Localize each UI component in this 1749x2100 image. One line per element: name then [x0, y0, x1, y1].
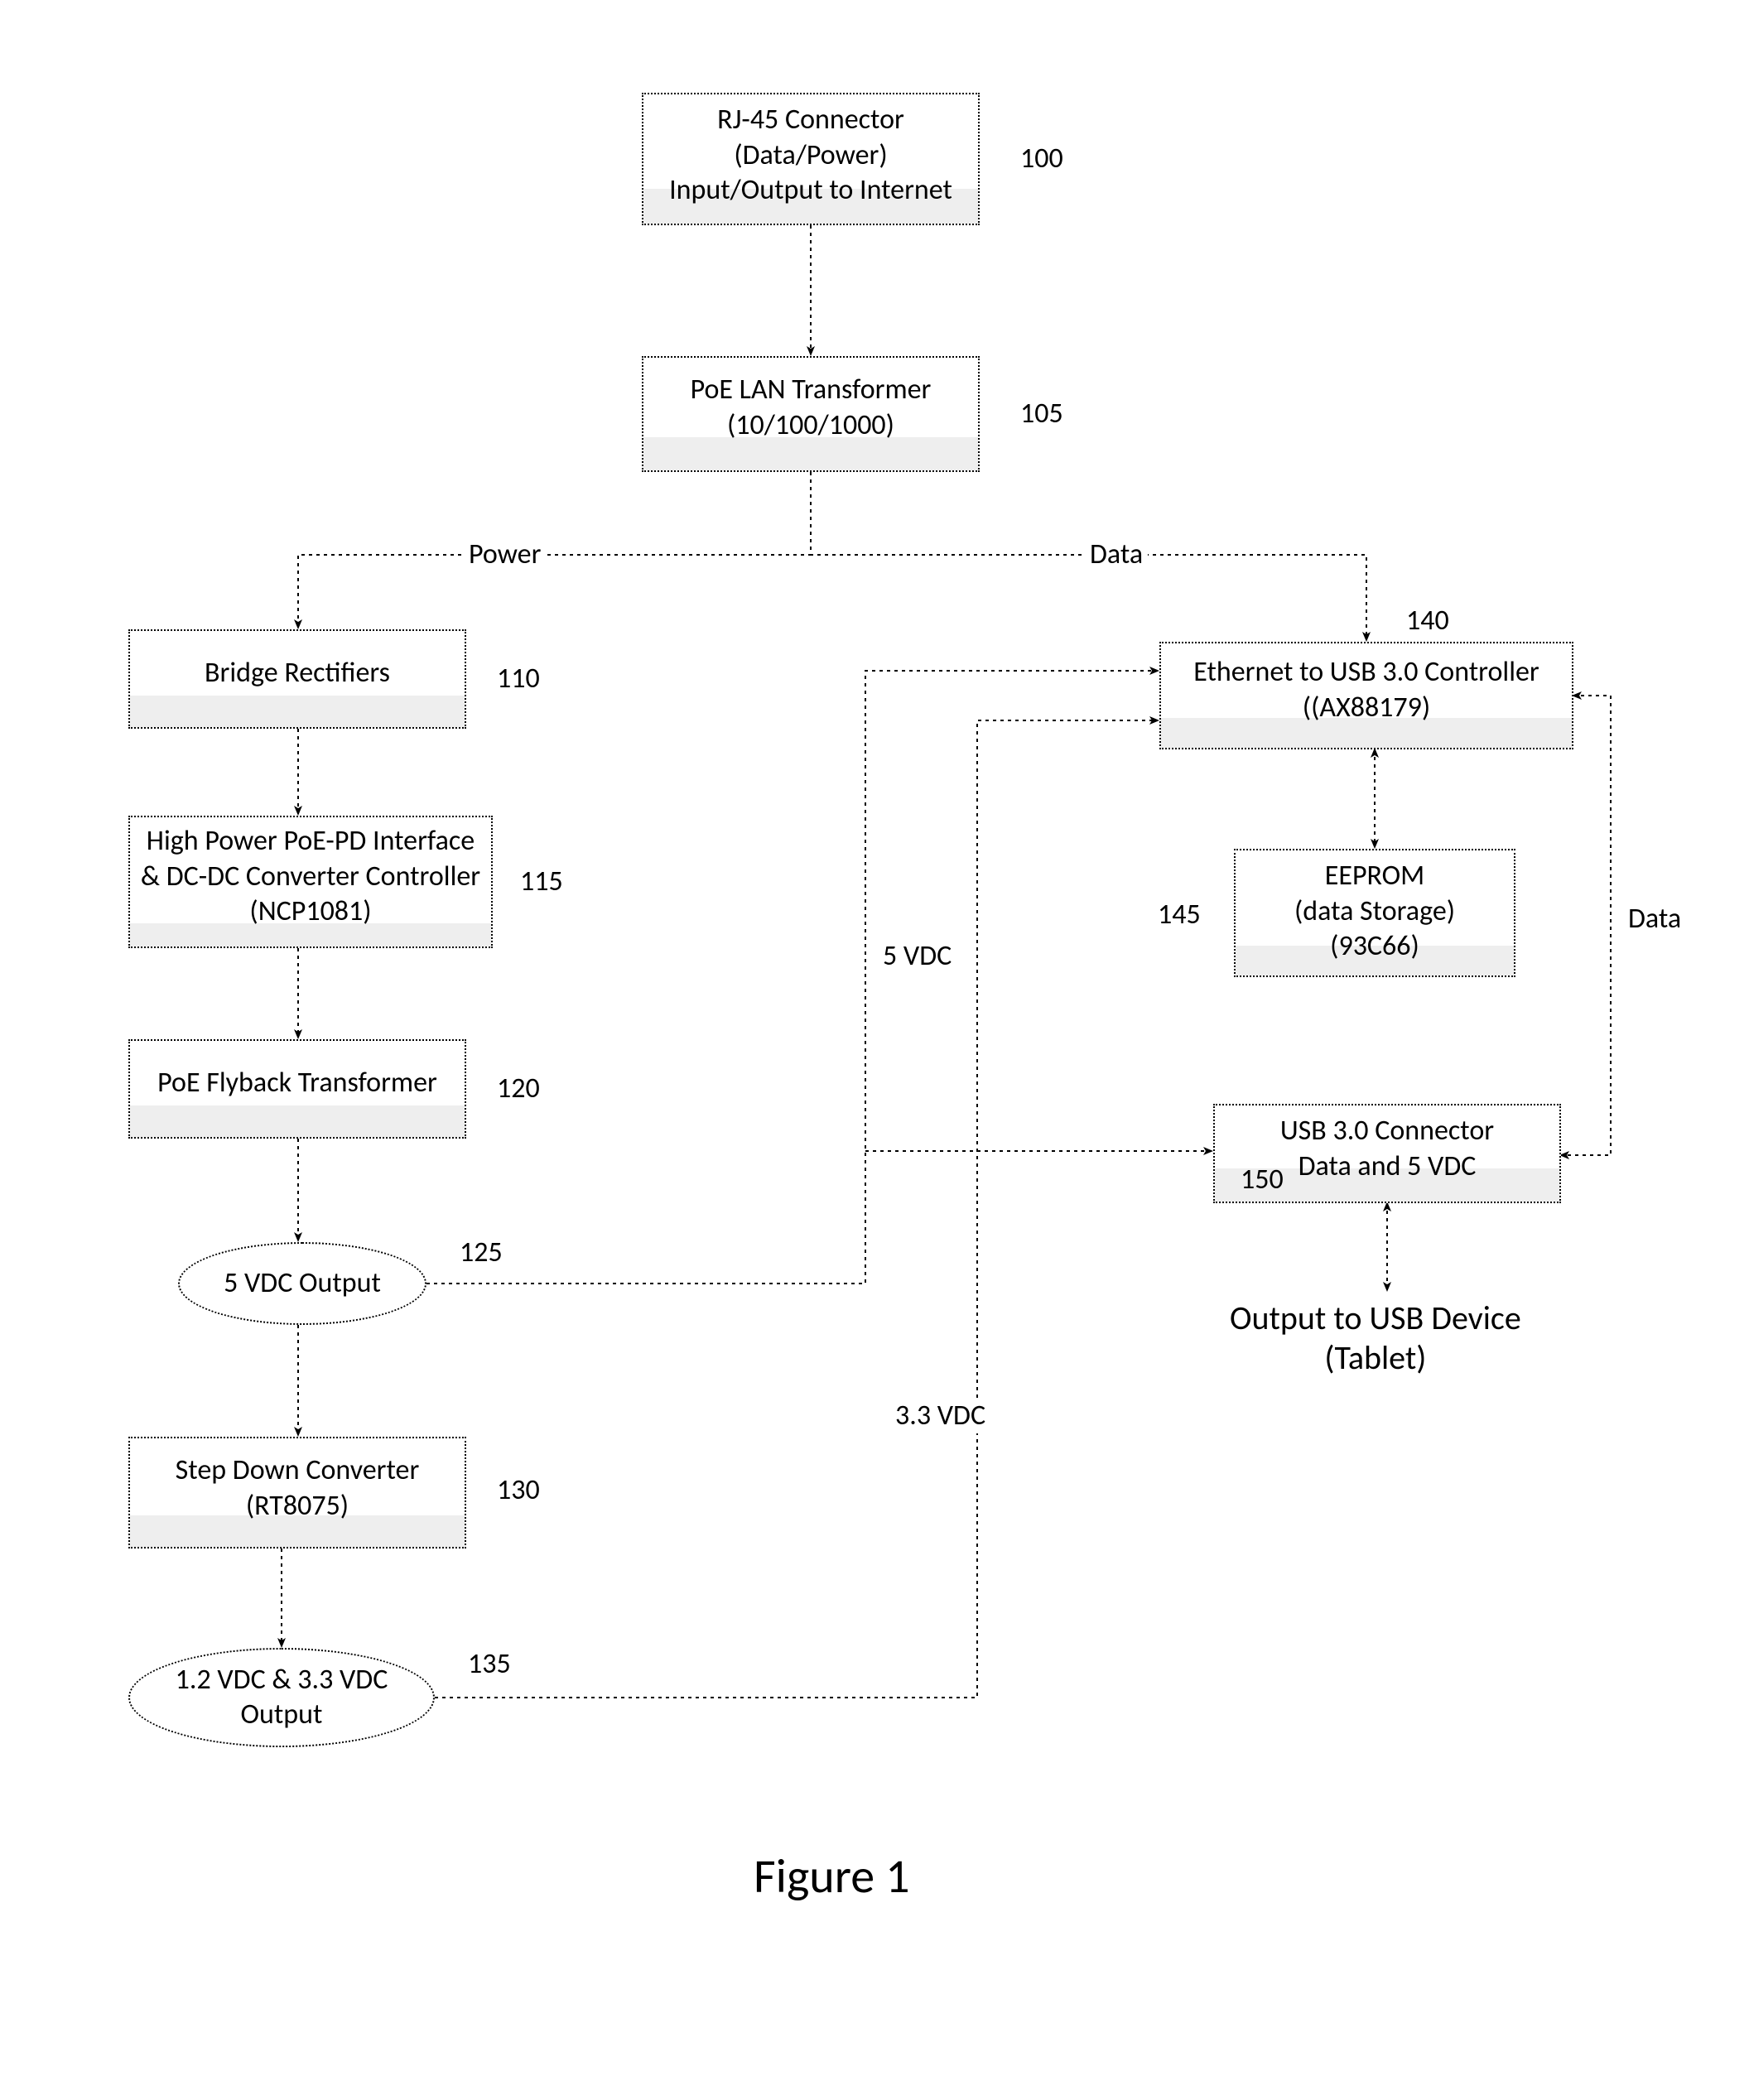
ref-label-l120: 120	[497, 1072, 540, 1106]
ref-label-l110: 110	[497, 662, 540, 696]
node-text: 1.2 VDC & 3.3 VDC Output	[176, 1663, 388, 1733]
node-text: Ethernet to USB 3.0 Controller ((AX88179…	[1193, 643, 1539, 725]
node-n120: PoE Flyback Transformer	[128, 1039, 466, 1139]
connector-c14	[1561, 696, 1611, 1155]
figure-title: Figure 1	[754, 1847, 910, 1905]
node-text: PoE LAN Transformer (10/100/1000)	[691, 358, 932, 443]
node-text: USB 3.0 Connector Data and 5 VDC	[1280, 1105, 1494, 1184]
connector-c2	[298, 472, 811, 628]
edge-label-dataR: Data	[1623, 903, 1686, 937]
ref-label-l115: 115	[520, 865, 563, 899]
node-text: Step Down Converter (RT8075)	[176, 1438, 420, 1524]
ref-label-l135: 135	[468, 1648, 511, 1682]
ref-label-l105: 105	[1020, 397, 1063, 431]
ref-label-l100: 100	[1020, 142, 1063, 176]
node-n140: Ethernet to USB 3.0 Controller ((AX88179…	[1159, 642, 1573, 749]
node-text: EEPROM (data Storage) (93C66)	[1294, 850, 1455, 965]
node-n145: EEPROM (data Storage) (93C66)	[1234, 849, 1515, 977]
ref-label-l125: 125	[460, 1236, 503, 1270]
ref-label-l145: 145	[1158, 898, 1201, 932]
node-n110: Bridge Rectifiers	[128, 629, 466, 729]
node-n135: 1.2 VDC & 3.3 VDC Output	[128, 1648, 435, 1747]
edge-label-v33: 3.3 VDC	[890, 1399, 990, 1433]
node-text: 5 VDC Output	[224, 1266, 381, 1302]
node-text: Bridge Rectifiers	[205, 631, 390, 691]
node-fill	[130, 696, 465, 727]
edge-label-data: Data	[1085, 538, 1148, 572]
ref-label-l130: 130	[497, 1474, 540, 1508]
connector-c9	[426, 671, 1158, 1284]
ref-label-l150: 150	[1241, 1163, 1284, 1197]
edge-label-v5: 5 VDC	[878, 940, 956, 974]
edge-label-power: Power	[464, 538, 546, 572]
node-n130: Step Down Converter (RT8075)	[128, 1437, 466, 1549]
diagram-canvas: RJ-45 Connector (Data/Power) Input/Outpu…	[0, 0, 1749, 2100]
node-n115: High Power PoE-PD Interface & DC-DC Conv…	[128, 816, 493, 948]
ref-label-l140: 140	[1406, 604, 1449, 638]
node-n125: 5 VDC Output	[178, 1242, 426, 1325]
node-n105: PoE LAN Transformer (10/100/1000)	[642, 356, 980, 472]
node-n100: RJ-45 Connector (Data/Power) Input/Outpu…	[642, 93, 980, 225]
output-label: Output to USB Device (Tablet)	[1230, 1298, 1521, 1378]
node-text: High Power PoE-PD Interface & DC-DC Conv…	[141, 817, 480, 930]
node-text: PoE Flyback Transformer	[157, 1041, 437, 1101]
node-fill	[130, 1105, 465, 1137]
node-text: RJ-45 Connector (Data/Power) Input/Outpu…	[669, 94, 952, 209]
